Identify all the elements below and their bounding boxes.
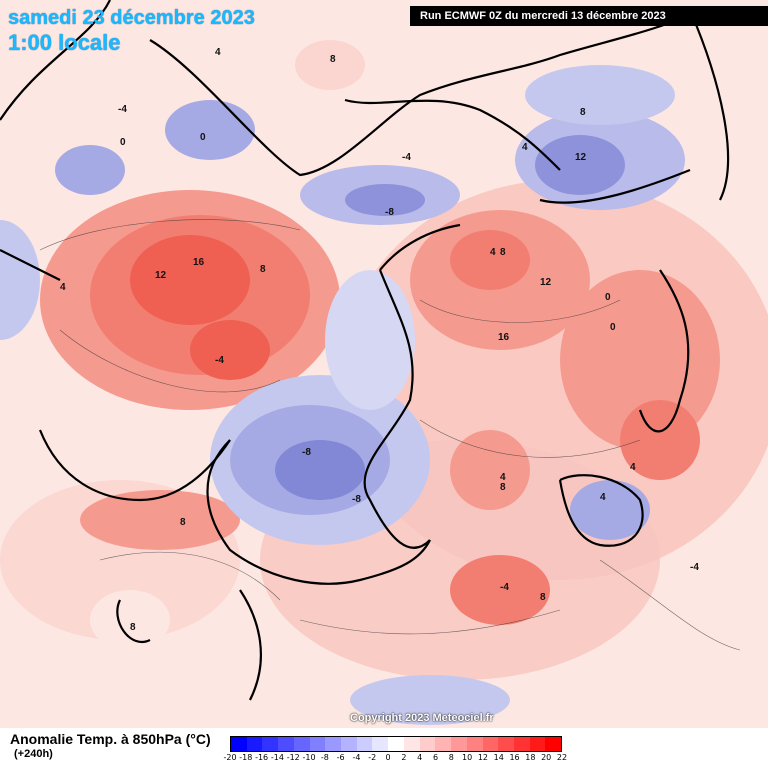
contour-label: -4: [118, 104, 127, 115]
color-legend: -20 -18 -16 -14 -12 -10 -8 -6 -4 -2 0 2 4 6 8 10 12 14 16 1…: [223, 736, 567, 765]
contour-label: 8: [130, 622, 136, 633]
legend-tick-label: 0: [385, 753, 391, 762]
contour-label: 4: [60, 282, 66, 293]
legend-tick-label: 16: [509, 753, 520, 762]
legend-tick-label: -6: [336, 753, 345, 762]
contour-label: 0: [200, 132, 206, 143]
legend-swatch: [482, 737, 499, 751]
contour-label: 12: [155, 270, 167, 281]
contour-label: 0: [610, 322, 616, 333]
legend-swatch: [388, 737, 404, 751]
legend-tick-label: 4: [417, 753, 423, 762]
contour-label: -4: [215, 355, 224, 366]
contour-label: 4: [215, 47, 221, 58]
legend-tick-label: 14: [493, 753, 504, 762]
legend-tick-label: -16: [255, 753, 269, 762]
legend-swatch: [356, 737, 373, 751]
legend-tick-label: -20: [223, 753, 237, 762]
legend-tick-label: 8: [448, 753, 454, 762]
contour-label: 8: [260, 264, 266, 275]
legend-tick-label: 18: [525, 753, 536, 762]
legend-tick-label: 20: [541, 753, 552, 762]
legend-swatch: [262, 737, 279, 751]
contour-label: -8: [385, 207, 394, 218]
contour-label: 12: [575, 152, 587, 163]
contour-label: -4: [500, 582, 509, 593]
legend-tick-label: -2: [368, 753, 377, 762]
contour-label: 16: [193, 257, 205, 268]
legend-tick-label: 6: [432, 753, 439, 762]
legend-swatch: [309, 737, 326, 751]
legend-tick-label: -14: [270, 753, 284, 762]
contour-label: -8: [352, 494, 361, 505]
model-run-banner: Run ECMWF 0Z du mercredi 13 décembre 202…: [410, 6, 768, 26]
legend-tick-label: -18: [239, 753, 253, 762]
contour-label: 8: [330, 54, 336, 65]
contour-label: 4: [600, 492, 606, 503]
legend-tick-label: 12: [477, 753, 489, 762]
legend-swatch: [403, 737, 420, 751]
contour-label: -4: [690, 562, 699, 573]
contour-label: -4: [402, 152, 411, 163]
contour-label: 8: [500, 247, 506, 258]
legend-tick-label: 22: [556, 753, 568, 762]
legend-swatch: [545, 737, 562, 751]
legend-tick-label: 10: [462, 753, 473, 762]
legend-tick-label: -4: [352, 753, 361, 762]
legend-tick-label: -8: [320, 753, 329, 762]
legend-swatch: [231, 737, 247, 751]
legend-swatch: [435, 737, 452, 751]
legend-swatch: [529, 737, 546, 751]
contour-label: 4: [630, 462, 636, 473]
legend-swatch: [498, 737, 514, 751]
legend-swatch: [451, 737, 467, 751]
contour-label: 8: [180, 517, 186, 528]
contour-label: 4: [500, 472, 506, 483]
contour-label: 4: [522, 142, 528, 153]
legend-tick-label: 2: [401, 753, 407, 762]
copyright-text: Copyright 2023 Meteociel.fr: [350, 712, 494, 724]
contour-label: 0: [605, 292, 611, 303]
contour-label: 8: [580, 107, 586, 118]
legend-ticks: -20 -18 -16 -14 -12 -10 -8 -6 -4 -2 0 2 4 6 8 10 12 14 16 1…: [223, 753, 567, 765]
legend-swatch: [372, 737, 389, 751]
legend-swatch: [246, 737, 263, 751]
contour-label: 0: [120, 137, 126, 148]
legend-swatch: [325, 737, 342, 751]
forecast-time: 1:00 locale: [8, 30, 121, 55]
legend-swatch: [419, 737, 436, 751]
variable-title: Anomalie Temp. à 850hPa (°C): [10, 731, 211, 747]
contour-label: -8: [302, 447, 311, 458]
legend-swatch: [513, 737, 530, 751]
contour-label: 8: [540, 592, 546, 603]
legend-tick-label: -12: [286, 753, 300, 762]
contour-label: 12: [540, 277, 552, 288]
legend-swatch: [341, 737, 357, 751]
contour-label: 4: [490, 247, 496, 258]
legend-swatch: [293, 737, 310, 751]
lead-time: (+240h): [14, 748, 53, 760]
forecast-date: samedi 23 décembre 2023: [8, 7, 255, 29]
legend-swatches: [230, 736, 562, 752]
legend-swatch: [278, 737, 294, 751]
contour-label: 16: [498, 332, 510, 343]
legend-tick-label: -10: [302, 753, 316, 762]
legend-swatch: [466, 737, 483, 751]
contour-label: 8: [500, 482, 506, 493]
